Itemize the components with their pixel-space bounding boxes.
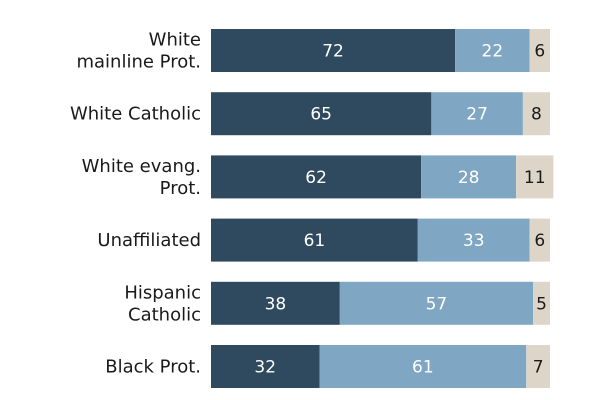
value-label: 32 [254,358,276,378]
value-label: 61 [412,358,434,378]
category-label-line: Catholic [128,304,201,325]
category-label-line: White Catholic [70,104,201,125]
bar-segment-3 [529,29,550,72]
category-label-line: White [149,30,201,51]
value-label: 5 [536,294,547,314]
value-label: 65 [310,105,332,125]
category-label: White Catholic [70,104,201,125]
value-label: 28 [458,168,480,188]
category-label: White mainline Prot. [76,30,201,73]
category-label: Unaffiliated [97,230,201,251]
category-label-line: Prot. [160,178,201,199]
bar-segment-3 [529,218,550,262]
bar-segment-3 [526,345,550,388]
value-label: 7 [533,358,544,378]
value-label: 72 [322,42,344,62]
value-label: 38 [265,294,287,314]
value-label: 61 [304,231,326,251]
bar-segment-2 [431,92,523,136]
bar-segment-3 [533,281,550,325]
value-label: 27 [466,105,488,125]
category-label-line: Unaffiliated [97,230,201,251]
bar-segment-2 [339,281,534,325]
category-label-line: Black Prot. [105,357,201,378]
value-label: 6 [534,231,545,251]
bar-segment-1 [211,281,340,325]
bar-segment-2 [455,29,530,72]
bar-segment-2 [421,155,517,199]
bar-segment-2 [417,218,530,262]
category-label-line: White evang. [82,156,201,177]
category-label: White evang. Prot. [82,156,201,199]
bar-segment-1 [211,345,320,388]
bar-segment-1 [211,92,432,136]
category-label: Hispanic Catholic [124,282,201,325]
value-label: 57 [426,294,448,314]
value-label: 8 [531,105,542,125]
value-label: 33 [463,231,485,251]
value-label: 22 [482,42,504,62]
bar-segment-1 [211,155,422,199]
value-label: 11 [524,168,546,188]
value-label: 62 [305,168,327,188]
bar-segment-2 [319,345,527,388]
category-label-line: Hispanic [124,282,201,303]
category-label: Black Prot. [105,357,201,378]
bar-segment-3 [516,155,554,199]
bar-segment-3 [522,92,550,136]
bars-layer: 72 22 6 65 27 8 62 28 11 61 33 6 38 57 5 32 61 7 [211,29,554,388]
value-label: 6 [534,42,545,62]
bar-segment-1 [211,29,456,72]
bar-segment-1 [211,218,418,262]
category-label-line: mainline Prot. [76,52,201,73]
